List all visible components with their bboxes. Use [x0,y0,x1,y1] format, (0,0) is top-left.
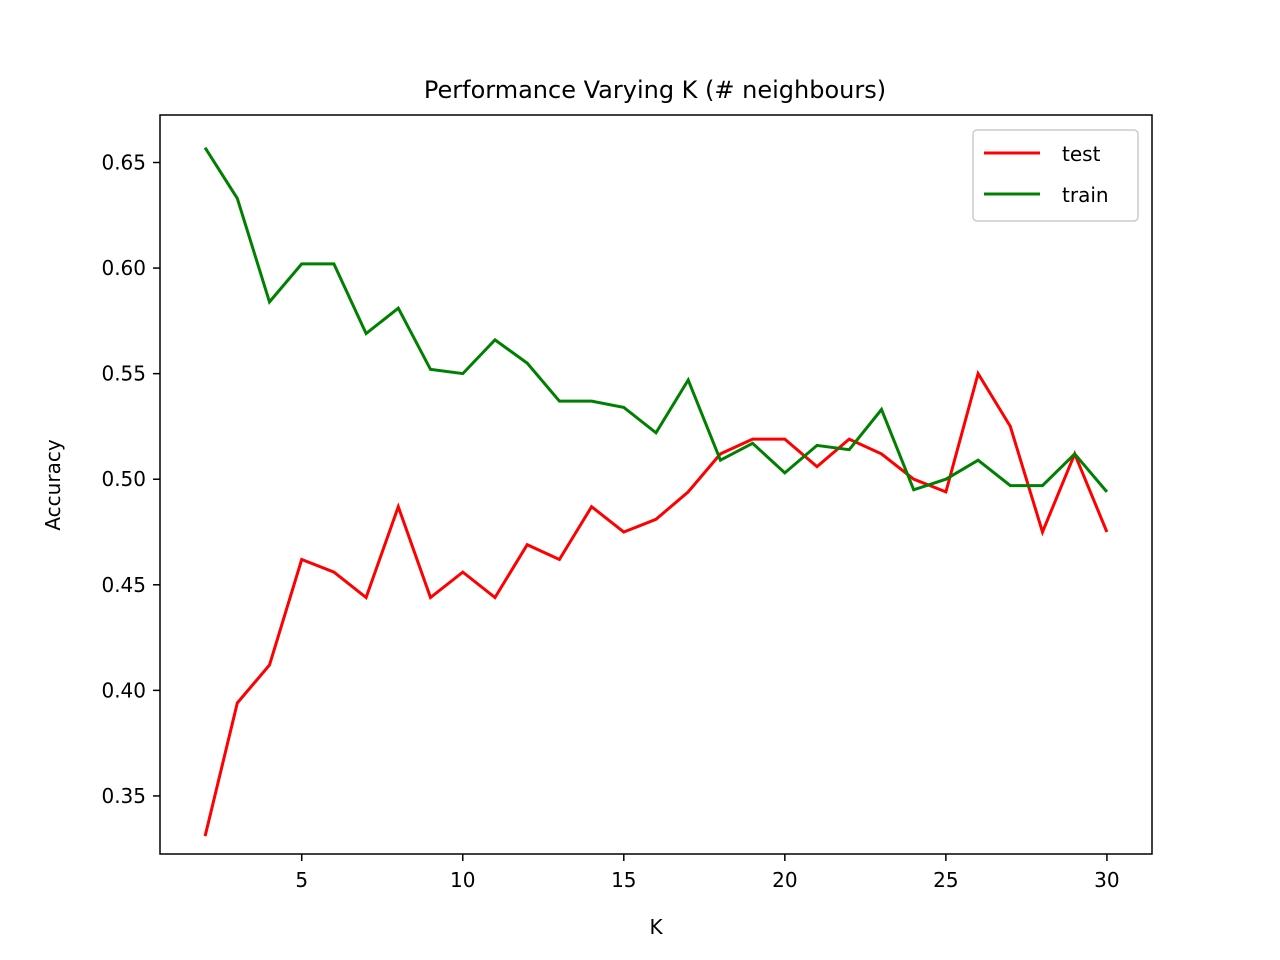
x-tick-label: 15 [611,868,636,892]
x-tick-label: 5 [295,868,308,892]
plot-frame [159,114,1153,855]
y-tick-label: 0.40 [101,678,146,702]
series-line-train [203,146,1109,493]
chart-title: Performance Varying K (# neighbours) [424,76,886,104]
y-tick-label: 0.35 [101,784,146,808]
legend-label-test: test [1062,142,1101,166]
y-tick-label: 0.50 [101,467,146,491]
x-tick-label: 25 [933,868,958,892]
y-tick-label: 0.60 [101,256,146,280]
x-axis-label: K [649,915,663,939]
y-axis: 0.35 0.40 0.45 0.50 0.55 0.60 0.65 [101,151,160,808]
legend: test train [972,129,1139,222]
legend-label-train: train [1062,183,1109,207]
y-tick-label: 0.55 [101,362,146,386]
x-tick-label: 10 [450,868,475,892]
x-tick-label: 30 [1094,868,1119,892]
plot-lines [203,146,1109,837]
y-tick-label: 0.45 [101,573,146,597]
y-tick-label: 0.65 [101,151,146,175]
legend-box [972,129,1139,222]
x-tick-label: 20 [772,868,797,892]
y-axis-label: Accuracy [41,439,65,530]
series-line-test [203,369,1109,837]
x-axis: 5 10 15 20 25 30 [295,854,1120,892]
